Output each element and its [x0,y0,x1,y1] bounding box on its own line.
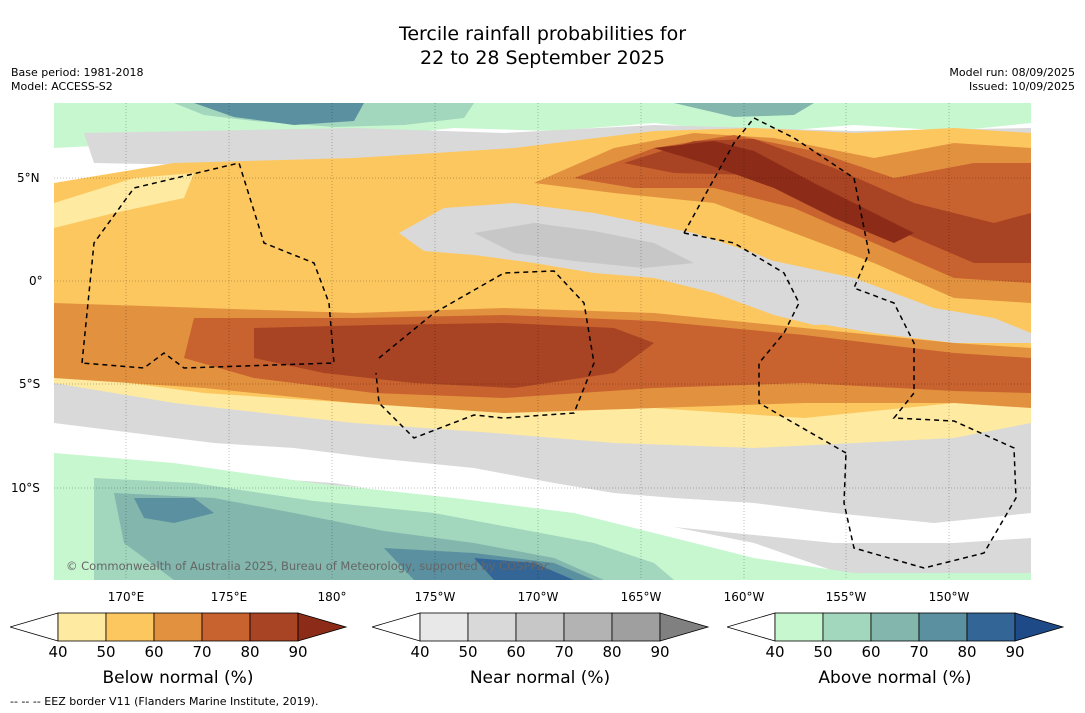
region-above-north-4 [674,103,814,117]
colorbar-extend-low [372,612,421,642]
lat-label: 5°S [19,377,41,391]
colorbar-tick-label: 50 [813,643,833,661]
legend-label-near: Near normal (%) [469,668,611,688]
probability-map [54,103,1031,580]
colorbar-segment [515,612,565,642]
colorbar-tick-label: 50 [458,643,478,661]
meta-right: Model run: 08/09/2025 Issued: 10/09/2025 [949,66,1075,94]
map-credit: © Commonwealth of Australia 2025, Bureau… [66,559,551,573]
legend-label-below: Below normal (%) [102,668,254,688]
colorbar-segment [419,612,469,642]
lon-label: 170°E [107,590,145,604]
colorbar-below [10,612,348,642]
region-white-south [54,423,1031,543]
colorbar-segment [153,612,203,642]
colorbar-segment [57,612,107,642]
meta-left: Base period: 1981-2018 Model: ACCESS-S2 [11,66,143,94]
lat-label: 10°S [11,481,40,495]
region-below-ne-4 [654,141,914,243]
colorbar-segment [966,612,1016,642]
title-line-2: 22 to 28 September 2025 [420,47,665,69]
colorbar-segment [918,612,968,642]
colorbar-segment [870,612,920,642]
lon-label: 175°W [414,590,456,604]
colorbar-above [727,612,1065,642]
colorbar-tick-label: 70 [192,643,212,661]
colorbar-tick-label: 50 [96,643,116,661]
colorbar-extend-low [10,612,59,642]
model-run: Model run: 08/09/2025 [949,66,1075,79]
lat-label: 5°N [17,171,40,185]
eez-footnote: -- -- -- EEZ border V11 (Flanders Marine… [10,695,319,708]
legend-label-above: Above normal (%) [818,668,972,688]
colorbar-tick-label: 70 [909,643,929,661]
colorbar-tick-label: 60 [506,643,526,661]
colorbar-tick-label: 40 [410,643,430,661]
colorbar-segment [774,612,824,642]
colorbar-tick-label: 80 [957,643,977,661]
colorbar-tick-label: 90 [1005,643,1025,661]
colorbar-segment [201,612,251,642]
colorbar-tick-label: 70 [554,643,574,661]
colorbar-tick-label: 90 [650,643,670,661]
base-period: Base period: 1981-2018 [11,66,144,79]
eez-borders [81,117,1017,569]
colorbar-segment [611,612,661,642]
colorbar-tick-label: 80 [602,643,622,661]
colorbar-segment [249,612,299,642]
colorbar-extend-high [1014,612,1065,642]
colorbar-extend-low [727,612,776,642]
map-title: Tercile rainfall probabilities for 22 to… [0,22,1085,70]
colorbar-tick-label: 90 [288,643,308,661]
colorbar-tick-label: 60 [144,643,164,661]
lon-label: 165°W [620,590,662,604]
colorbar-segment [467,612,517,642]
region-above-north-3 [194,103,364,125]
colorbar-tick-label: 40 [48,643,68,661]
region-near-central-dark [474,223,694,268]
issued-date: Issued: 10/09/2025 [968,80,1075,93]
colorbar-tick-label: 60 [861,643,881,661]
model-name: Model: ACCESS-S2 [11,80,113,93]
lat-label: 0° [29,274,43,288]
region-above-south-6 [474,558,574,580]
lon-label: 175°E [210,590,248,604]
colorbar-segment [822,612,872,642]
title-line-1: Tercile rainfall probabilities for [398,23,687,45]
colorbar-segment [563,612,613,642]
colorbar-segment [105,612,155,642]
colorbar-tick-label: 80 [240,643,260,661]
lon-label: 180° [317,590,347,604]
graticule [54,103,1031,580]
colorbar-near [372,612,710,642]
region-above-south-4 [134,498,214,523]
colorbar-extend-high [659,612,710,642]
lon-label: 155°W [825,590,867,604]
lon-label: 160°W [723,590,765,604]
colorbar-tick-label: 40 [765,643,785,661]
lon-label: 150°W [928,590,970,604]
lon-label: 170°W [517,590,559,604]
colorbar-extend-high [297,612,348,642]
region-below-south-3 [254,323,654,388]
